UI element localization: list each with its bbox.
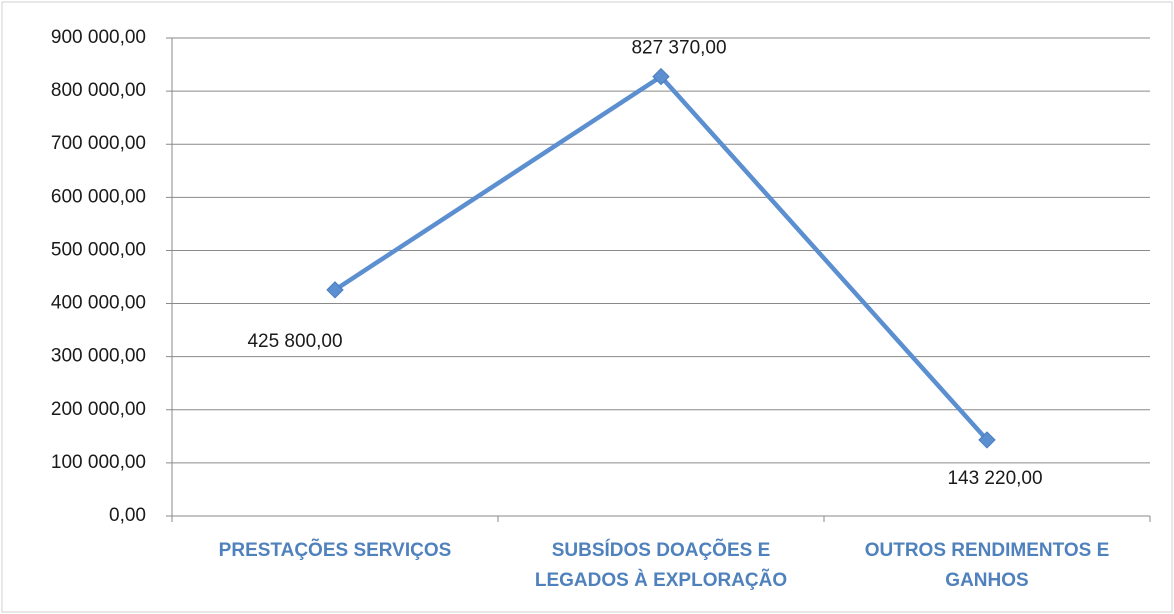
y-tick-label: 0,00	[109, 505, 146, 526]
y-tick-label: 300 000,00	[51, 346, 146, 367]
y-tick-label: 600 000,00	[51, 186, 146, 207]
data-line	[333, 74, 989, 442]
data-marker	[978, 431, 996, 449]
data-label: 425 800,00	[247, 331, 342, 352]
data-label: 827 370,00	[631, 38, 726, 59]
y-tick-label: 200 000,00	[51, 399, 146, 420]
y-tick-label: 700 000,00	[51, 133, 146, 154]
data-marker	[652, 67, 670, 86]
data-marker	[326, 281, 344, 299]
y-tick-label: 100 000,00	[51, 452, 146, 473]
data-label: 143 220,00	[947, 468, 1042, 489]
y-tick-label: 800 000,00	[51, 80, 146, 101]
y-tick-label: 900 000,00	[51, 27, 146, 48]
y-tick-label: 400 000,00	[51, 293, 146, 314]
x-tick-label: OUTROS RENDIMENTOS E GANHOS	[864, 540, 1110, 591]
y-tick-label: 500 000,00	[51, 239, 146, 260]
x-tick-label: PRESTAÇÕES SERVIÇOS	[218, 540, 452, 561]
x-tick-label: SUBSÍDOS DOAÇÕES E LEGADOS À EXPLORAÇÃO	[534, 540, 788, 591]
